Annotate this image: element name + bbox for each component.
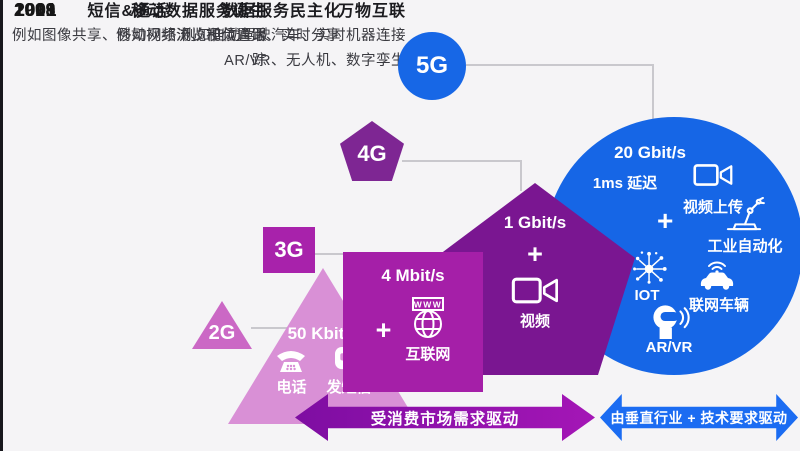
- connector-4g-vertical: [520, 160, 522, 191]
- gen-4g-desc: 例如视频流、视频通话、实时分享: [116, 28, 341, 44]
- gen-3g-text-block: 移动数据服务诞生 例如图像共享、移动网络浏览和位置跟踪: [0, 0, 267, 74]
- badge-5g-circle: 5G: [398, 32, 466, 100]
- connected-car-icon: [700, 261, 734, 290]
- gen-4g-title: 数据服务民主化: [221, 3, 341, 20]
- badge-4g-pentagon: 4G: [340, 121, 404, 181]
- iot-label: IOT: [634, 287, 660, 304]
- iot-item: [629, 249, 671, 292]
- year-2008: 2008: [13, 0, 57, 20]
- industrial-automation-item: [723, 196, 765, 236]
- internet-item: WWW 互联网: [405, 296, 450, 364]
- badge-2g-triangle: 2G: [192, 301, 252, 349]
- gen-3g-desc: 例如图像共享、移动网络浏览和位置跟踪: [12, 28, 267, 69]
- left-edge-bar: [0, 0, 3, 451]
- ar-vr-label: AR/VR: [645, 339, 693, 356]
- era-3g-content: + WWW 互联网: [343, 296, 483, 364]
- badge-3g-square: 3G: [263, 227, 315, 273]
- www-globe-icon: WWW: [411, 297, 444, 338]
- gen-3g-title: 移动数据服务诞生: [130, 3, 267, 20]
- svg-text:WWW: WWW: [414, 300, 443, 310]
- video-label: 视频: [519, 313, 550, 330]
- connected-car-label: 联网车辆: [688, 297, 749, 314]
- gen-2g-title: 短信&通话: [87, 3, 168, 20]
- era-3g-square: 4 Mbit/s + WWW 互联网: [343, 252, 483, 392]
- connector-3g-horizontal: [315, 253, 344, 255]
- internet-label: 互联网: [405, 346, 451, 363]
- video-camera-icon: [511, 277, 558, 304]
- plus-sign: +: [657, 205, 674, 236]
- gen-2g-text-block: 短信&通话: [0, 0, 168, 24]
- plus-sign: +: [375, 314, 392, 345]
- vertical-industry-arrow: 由垂直行业 + 技术要求驱动: [600, 394, 798, 441]
- ar-vr-icon: [653, 305, 690, 339]
- gen-5g-desc-line2: AR/VR、无人机、数字孪生: [224, 53, 406, 69]
- iot-icon: [633, 251, 667, 284]
- gen-5g-title: 万物互联: [337, 3, 406, 20]
- era-4g-speed: 1 Gbit/s: [503, 213, 567, 232]
- vertical-industry-arrow-label: 由垂直行业 + 技术要求驱动: [610, 409, 788, 426]
- connector-5g-horizontal: [466, 64, 654, 66]
- ar-vr-item: [647, 303, 693, 344]
- era-3g-speed: 4 Mbit/s: [381, 266, 445, 285]
- connector-2g-horizontal: [251, 327, 298, 329]
- year-2001: 2001: [14, 0, 58, 20]
- era-5g-latency: 1ms 延迟: [592, 175, 658, 192]
- industrial-automation-label: 工业自动化: [707, 238, 783, 255]
- consumer-market-arrow-label: 受消费市场需求驱动: [370, 410, 520, 428]
- era-2g-speed: 50 Kbit/s: [287, 324, 359, 343]
- plus-sign: +: [527, 239, 543, 269]
- video-upload-label: 视频上传: [682, 199, 743, 216]
- phone-item: 电话: [274, 346, 308, 397]
- year-1991: 1991: [13, 0, 57, 20]
- phone-icon: [277, 351, 306, 372]
- video-upload-item: [693, 161, 733, 194]
- video-upload-icon: [693, 164, 733, 186]
- gen-4g-text-block: 数据服务民主化 例如视频流、视频通话、实时分享: [0, 0, 341, 49]
- year-2019: 2019: [13, 0, 57, 20]
- robot-arm-icon: [726, 196, 765, 231]
- connected-car-item: [697, 257, 737, 296]
- era-5g-speed: 20 Gbit/s: [614, 143, 686, 162]
- phone-label: 电话: [276, 379, 307, 396]
- connector-4g-horizontal: [402, 160, 522, 162]
- gen-5g-desc-line1: 例如自动驾驶汽车、实时机器连接: [181, 28, 406, 44]
- connector-5g-vertical: [652, 64, 654, 120]
- gen-5g-text-block: 万物互联 例如自动驾驶汽车、实时机器连接 AR/VR、无人机、数字孪生: [0, 0, 406, 74]
- video-item: 视频: [511, 274, 559, 331]
